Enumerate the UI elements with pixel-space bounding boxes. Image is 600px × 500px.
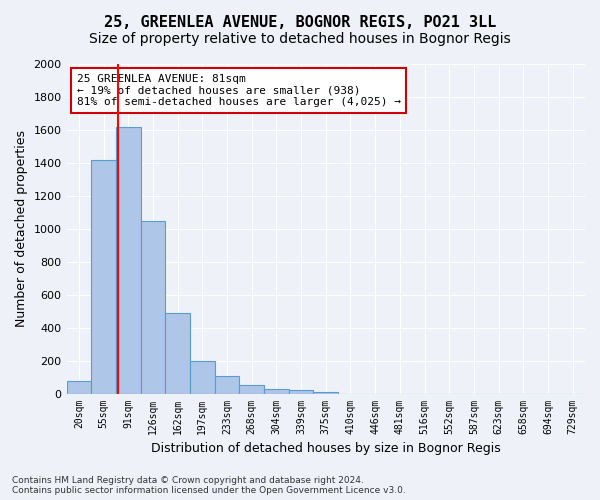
Bar bbox=[91, 160, 116, 394]
X-axis label: Distribution of detached houses by size in Bognor Regis: Distribution of detached houses by size … bbox=[151, 442, 500, 455]
Text: Contains HM Land Registry data © Crown copyright and database right 2024.
Contai: Contains HM Land Registry data © Crown c… bbox=[12, 476, 406, 495]
Bar bbox=[190, 360, 215, 394]
Bar bbox=[264, 390, 289, 394]
Bar bbox=[165, 313, 190, 394]
Y-axis label: Number of detached properties: Number of detached properties bbox=[15, 130, 28, 328]
Bar bbox=[215, 376, 239, 394]
Bar bbox=[116, 126, 140, 394]
Bar bbox=[289, 390, 313, 394]
Bar bbox=[239, 386, 264, 394]
Text: Size of property relative to detached houses in Bognor Regis: Size of property relative to detached ho… bbox=[89, 32, 511, 46]
Text: 25 GREENLEA AVENUE: 81sqm
← 19% of detached houses are smaller (938)
81% of semi: 25 GREENLEA AVENUE: 81sqm ← 19% of detac… bbox=[77, 74, 401, 107]
Bar bbox=[140, 220, 165, 394]
Bar bbox=[313, 392, 338, 394]
Text: 25, GREENLEA AVENUE, BOGNOR REGIS, PO21 3LL: 25, GREENLEA AVENUE, BOGNOR REGIS, PO21 … bbox=[104, 15, 496, 30]
Bar bbox=[67, 381, 91, 394]
